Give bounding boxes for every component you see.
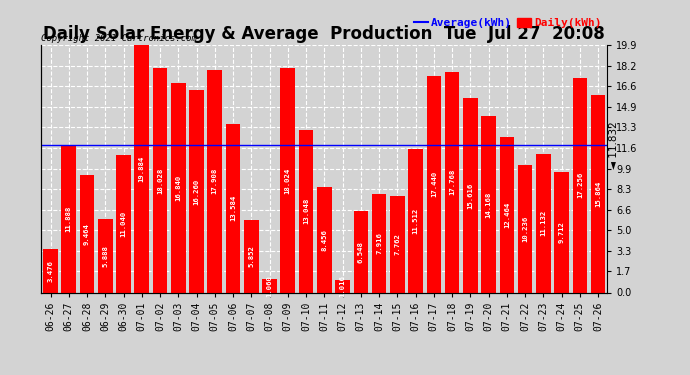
Text: 7.762: 7.762	[394, 233, 400, 255]
Bar	[43, 249, 58, 292]
Bar	[262, 279, 277, 292]
Bar	[408, 149, 423, 292]
Bar	[152, 68, 168, 292]
Bar	[244, 220, 259, 292]
Text: 3.476: 3.476	[48, 260, 54, 282]
Bar	[445, 72, 460, 292]
Text: 17.768: 17.768	[449, 169, 455, 195]
Bar	[98, 219, 112, 292]
Text: 11.132: 11.132	[540, 210, 546, 236]
Text: 15.616: 15.616	[467, 182, 473, 209]
Text: 9.712: 9.712	[559, 221, 564, 243]
Bar	[353, 211, 368, 292]
Text: 10.236: 10.236	[522, 216, 528, 242]
Bar	[171, 83, 186, 292]
Text: ◄ 11.832: ◄ 11.832	[609, 122, 619, 169]
Text: 17.440: 17.440	[431, 171, 437, 197]
Text: 16.260: 16.260	[193, 178, 199, 204]
Bar	[554, 172, 569, 292]
Text: 17.256: 17.256	[577, 172, 583, 198]
Bar	[116, 155, 131, 292]
Bar	[61, 145, 76, 292]
Bar	[281, 68, 295, 292]
Bar	[426, 76, 441, 292]
Bar	[573, 78, 587, 292]
Text: 18.024: 18.024	[285, 167, 290, 194]
Text: 15.864: 15.864	[595, 181, 601, 207]
Text: 5.852: 5.852	[248, 245, 255, 267]
Text: 12.464: 12.464	[504, 202, 510, 228]
Text: 19.884: 19.884	[139, 156, 145, 182]
Text: 13.048: 13.048	[303, 198, 309, 225]
Title: Daily Solar Energy & Average  Production  Tue  Jul 27  20:08: Daily Solar Energy & Average Production …	[43, 26, 605, 44]
Text: 1.016: 1.016	[339, 275, 346, 297]
Text: Copyright 2021 Cartronics.com: Copyright 2021 Cartronics.com	[41, 33, 197, 42]
Bar	[500, 138, 514, 292]
Bar	[536, 154, 551, 292]
Bar	[135, 45, 149, 292]
Bar	[299, 130, 313, 292]
Bar	[226, 123, 240, 292]
Bar	[591, 95, 605, 292]
Bar	[481, 116, 496, 292]
Bar	[518, 165, 533, 292]
Bar	[208, 70, 222, 292]
Bar	[189, 90, 204, 292]
Text: 14.168: 14.168	[486, 191, 491, 217]
Text: 9.464: 9.464	[84, 223, 90, 245]
Text: 11.888: 11.888	[66, 206, 72, 232]
Bar	[317, 188, 332, 292]
Text: 11.040: 11.040	[121, 211, 126, 237]
Text: 8.456: 8.456	[322, 229, 327, 251]
Text: 18.028: 18.028	[157, 167, 163, 194]
Text: 1.060: 1.060	[266, 275, 273, 297]
Text: 17.908: 17.908	[212, 168, 218, 194]
Bar	[372, 194, 386, 292]
Text: 16.840: 16.840	[175, 175, 181, 201]
Bar	[335, 280, 350, 292]
Bar	[463, 98, 477, 292]
Text: 11.512: 11.512	[413, 208, 419, 234]
Text: 13.584: 13.584	[230, 195, 236, 221]
Text: 7.916: 7.916	[376, 232, 382, 254]
Bar	[80, 175, 95, 292]
Bar	[390, 196, 404, 292]
Text: 5.888: 5.888	[102, 245, 108, 267]
Legend: Average(kWh), Daily(kWh): Average(kWh), Daily(kWh)	[414, 18, 602, 28]
Text: 6.548: 6.548	[358, 241, 364, 263]
